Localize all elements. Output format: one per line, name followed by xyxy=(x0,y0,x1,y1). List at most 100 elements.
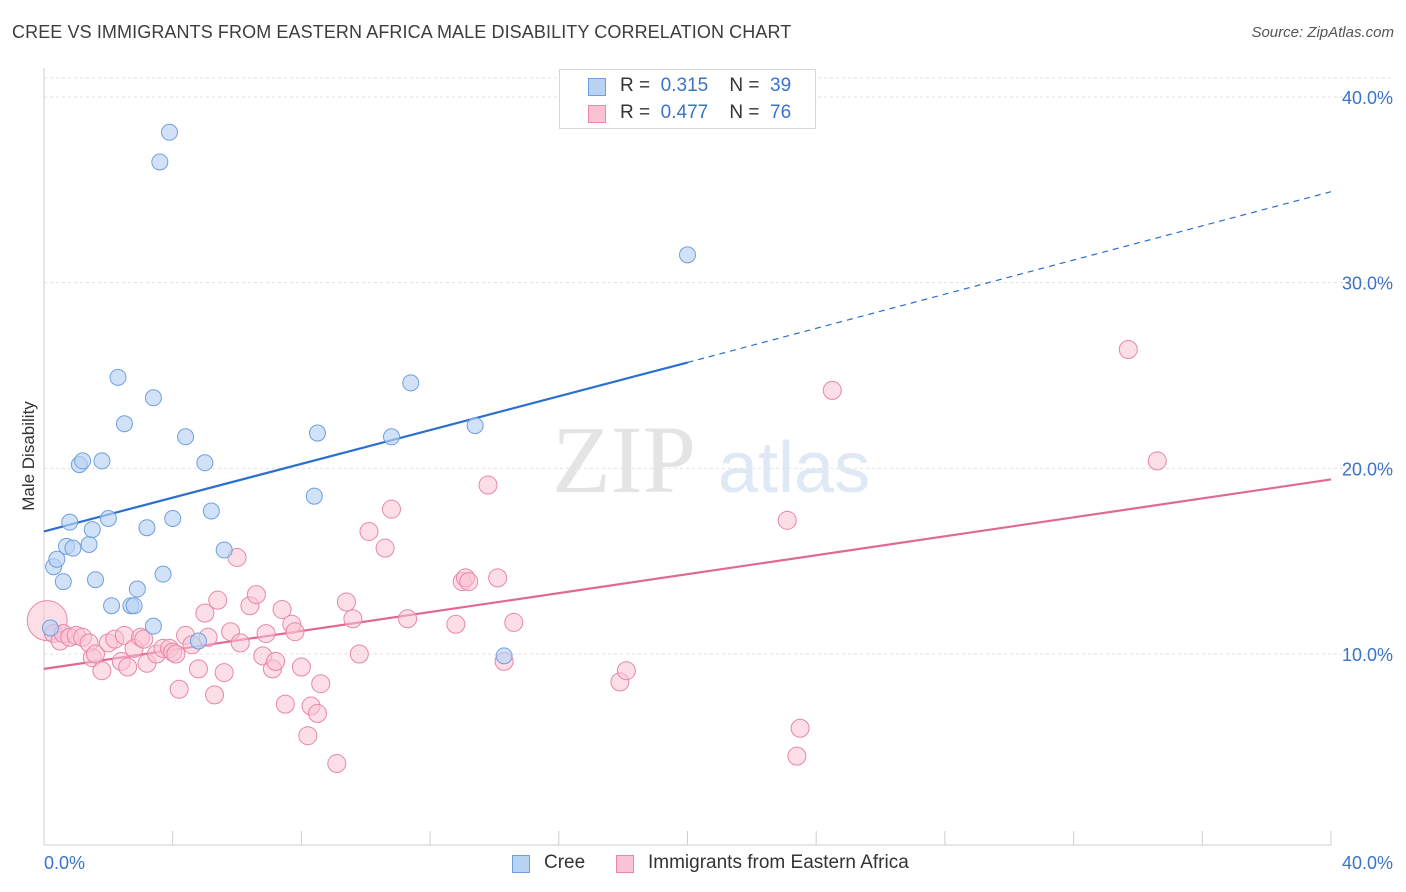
eastern-africa-point xyxy=(92,661,112,681)
watermark-atlas: atlas xyxy=(718,428,870,508)
cree-point xyxy=(305,487,323,505)
cree-point xyxy=(466,417,484,435)
eastern-africa-point xyxy=(327,754,347,774)
legend-label-cree: Cree xyxy=(544,852,586,873)
cree-point xyxy=(138,519,156,537)
eastern-africa-point xyxy=(246,585,266,605)
r-value: 0.477 xyxy=(660,102,709,123)
cree-point xyxy=(103,597,121,615)
y-tick-label: 30.0% xyxy=(1342,274,1393,294)
cree-point xyxy=(196,454,214,472)
eastern-africa-point xyxy=(307,703,327,723)
source-label: Source: ZipAtlas.com xyxy=(1251,24,1394,41)
eastern-africa-point xyxy=(359,521,379,541)
cree-point xyxy=(83,521,101,539)
y-tick-label: 20.0% xyxy=(1342,459,1393,479)
r-label: R = xyxy=(620,75,651,96)
cree-point xyxy=(109,368,127,386)
n-label: N = xyxy=(729,102,760,123)
eastern-africa-swatch xyxy=(588,105,606,123)
watermark-zip: ZIP xyxy=(552,406,696,513)
cree-point xyxy=(128,580,146,598)
eastern-africa-point xyxy=(777,510,797,530)
eastern-africa-point xyxy=(230,633,250,653)
y-tick-label: 40.0% xyxy=(1342,88,1393,108)
legend-label-eastern-africa: Immigrants from Eastern Africa xyxy=(648,852,909,873)
cree-point xyxy=(86,571,104,589)
series-legend: Cree Immigrants from Eastern Africa xyxy=(0,852,1406,878)
n-value: 39 xyxy=(770,75,792,96)
cree-point xyxy=(115,415,133,433)
cree-point xyxy=(61,513,79,531)
cree-point xyxy=(189,632,207,650)
cree-point xyxy=(48,550,66,568)
cree-point xyxy=(202,502,220,520)
eastern-africa-point xyxy=(272,599,292,619)
cree-point xyxy=(402,374,420,392)
tick-labels: 10.0% 20.0% 30.0% 40.0% 0.0% 40.0% xyxy=(44,88,1393,873)
eastern-africa-point xyxy=(85,644,105,664)
cree-point xyxy=(495,647,513,665)
x-tick-label: 0.0% xyxy=(44,853,85,873)
cree-point xyxy=(74,452,92,470)
eastern-africa-point xyxy=(256,624,276,644)
eastern-africa-point xyxy=(266,651,286,671)
cree-points xyxy=(41,123,696,665)
eastern-africa-point xyxy=(822,380,842,400)
eastern-africa-point xyxy=(291,657,311,677)
cree-swatch xyxy=(512,855,530,873)
cree-point xyxy=(215,541,233,559)
eastern-africa-swatch xyxy=(616,855,634,873)
cree-point xyxy=(144,617,162,635)
gridlines xyxy=(44,77,1392,655)
cree-point xyxy=(93,452,111,470)
cree-point xyxy=(154,565,172,583)
eastern-africa-point xyxy=(205,685,225,705)
eastern-africa-point xyxy=(336,592,356,612)
chart-title: CREE VS IMMIGRANTS FROM EASTERN AFRICA M… xyxy=(12,22,792,42)
cree-point xyxy=(177,428,195,446)
eastern-africa-point xyxy=(208,590,228,610)
eastern-africa-point xyxy=(275,694,295,714)
cree-point xyxy=(144,389,162,407)
cree-trend-line xyxy=(43,361,688,533)
cree-point xyxy=(679,246,696,264)
eastern-africa-point xyxy=(214,663,234,683)
cree-point xyxy=(382,428,400,446)
correlation-legend: R = 0.315 N = 39 R = 0.477 N = 76 xyxy=(559,69,816,129)
eastern-africa-point xyxy=(459,572,479,592)
eastern-africa-point xyxy=(488,568,508,588)
eastern-africa-point xyxy=(504,612,524,632)
eastern-africa-point xyxy=(195,603,215,623)
watermark: ZIP atlas xyxy=(552,406,870,513)
cree-point xyxy=(308,424,326,442)
cree-point xyxy=(151,153,169,171)
cree-trend-extension xyxy=(687,191,1332,364)
eastern-africa-point xyxy=(134,629,154,649)
n-label: N = xyxy=(729,75,760,96)
eastern-africa-point xyxy=(118,657,138,677)
eastern-africa-point xyxy=(343,609,363,629)
r-value: 0.315 xyxy=(660,75,709,96)
cree-point xyxy=(164,509,182,527)
cree-point xyxy=(54,573,72,591)
cree-point xyxy=(41,619,59,637)
eastern-africa-point xyxy=(349,644,369,664)
cree-point xyxy=(80,535,98,553)
eastern-africa-point xyxy=(1147,451,1167,471)
eastern-africa-point xyxy=(381,499,401,519)
eastern-africa-point xyxy=(1118,340,1138,360)
eastern-africa-point xyxy=(446,614,466,634)
cree-point xyxy=(160,123,178,141)
eastern-africa-point xyxy=(285,622,305,642)
r-label: R = xyxy=(620,102,651,123)
eastern-africa-point xyxy=(375,538,395,558)
eastern-africa-point xyxy=(188,659,208,679)
cree-point xyxy=(64,539,82,557)
cree-point xyxy=(99,509,117,527)
eastern-africa-point xyxy=(166,644,186,664)
eastern-africa-point xyxy=(478,475,498,495)
eastern-africa-point xyxy=(298,726,318,746)
cree-point xyxy=(125,597,143,615)
